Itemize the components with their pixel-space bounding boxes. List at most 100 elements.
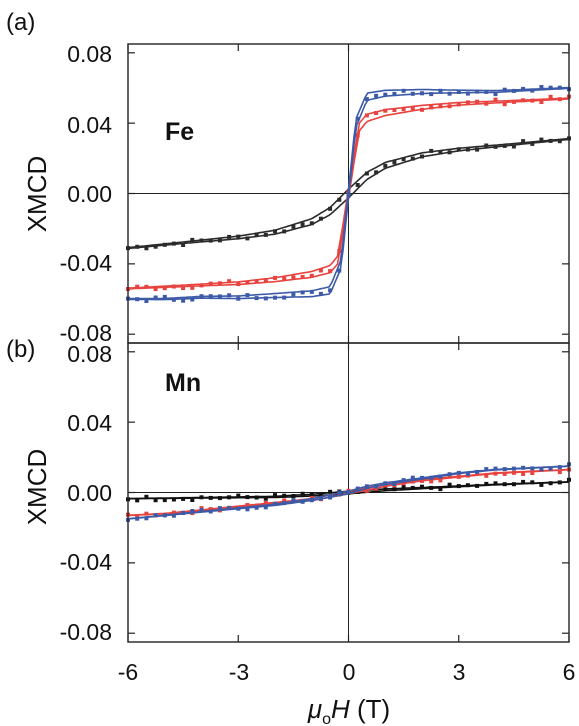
panel-a-series-2-point	[392, 91, 397, 96]
panel-a-series-2-point	[227, 293, 232, 298]
panel-a-series-1-point	[429, 105, 434, 110]
panel-a-ytick-label: 0.08	[67, 41, 112, 67]
panel-a-series-2-point	[190, 297, 195, 302]
panel-a-series-2-point	[254, 296, 259, 301]
panel-a-series-1-point	[438, 104, 443, 109]
panel-b-series-2-point	[135, 516, 140, 521]
panel-a-series-0-point	[438, 150, 443, 155]
panel-b-xtick-label: -3	[229, 659, 249, 685]
panel-b-series-0-point	[539, 482, 544, 487]
panel-a-series-2-point	[374, 93, 379, 98]
panel-b-series-0-point	[236, 493, 241, 498]
panel-a-series-0-point	[254, 232, 259, 237]
panel-b-series-0-point	[484, 481, 489, 486]
panel-b-series-1-point	[171, 510, 176, 515]
panel-a-series-0-point	[511, 144, 516, 149]
panel-a-series-0-point	[475, 147, 480, 152]
panel-a-series-0-point	[493, 144, 498, 149]
panel-a-series-0-point	[144, 246, 149, 251]
panel-b-series-0-point	[429, 485, 434, 490]
panel-b-series-2-point	[181, 511, 186, 515]
panel-b-series-1-point	[511, 470, 516, 475]
panel-b-series-2-point	[548, 466, 553, 471]
panel-a-series-2-point	[337, 268, 342, 273]
panel-a-series-1-point	[190, 285, 195, 290]
panel-a-series-1-point	[328, 269, 333, 274]
panel-b-series-1-point	[245, 503, 250, 507]
panel-a-series-2-point	[135, 297, 140, 302]
panel-b-series-2-point	[447, 472, 452, 477]
panel-a-series-1-point	[521, 98, 526, 103]
panel-a-series-2-point	[456, 90, 461, 94]
panel-a-series-2-point	[465, 91, 470, 96]
panel-b-series-2-point	[502, 467, 507, 472]
panel-a-series-1-point	[465, 100, 470, 105]
panel-b-series-0-point	[208, 495, 213, 500]
panel-a-series-0-point	[328, 206, 333, 211]
panel-b-series-2-point	[217, 506, 222, 511]
panel-a-series-1-point	[420, 107, 424, 112]
panel-b-series-0-point	[153, 498, 158, 503]
panel-a-series-1-point	[245, 280, 250, 285]
panel-b-series-0-point	[291, 494, 296, 498]
panel-b-series-2-point	[392, 482, 397, 486]
panel-b-series-1-point	[447, 474, 452, 479]
x-axis-mu: μ	[307, 694, 322, 724]
panel-b-series-1-point	[383, 483, 388, 488]
panel-a-series-1-point	[374, 111, 379, 115]
panel-b-ytick-label: -0.04	[60, 549, 113, 575]
panel-b-series-0-point	[502, 482, 507, 487]
panel-a-series-2-point	[557, 85, 562, 90]
panel-b-series-0-point	[456, 484, 461, 489]
panel-b-series-1-point	[410, 479, 415, 484]
panel-b-series-0-point	[548, 481, 553, 486]
panel-a-series-0-point	[273, 229, 277, 234]
panel-a-series-1-point	[199, 283, 204, 288]
panel-b-element-label: Mn	[165, 369, 201, 397]
panel-b-series-0-point	[493, 481, 498, 486]
panel-b-series-1-point	[502, 471, 507, 476]
panel-a-series-1-point	[318, 268, 323, 273]
panel-a-series-1-point	[300, 275, 305, 279]
panel-b-series-1-point	[530, 471, 535, 475]
panel-a-series-2-point	[530, 88, 535, 93]
panel-b-series-2-point	[355, 486, 360, 491]
panel-a-series-2-point	[171, 297, 176, 302]
panel-a-series-1-point	[548, 94, 553, 99]
panel-a-series-1-point	[557, 97, 562, 102]
panel-a-series-0-point	[245, 236, 250, 241]
panel-a-series-1-point	[217, 281, 222, 286]
panel-b-ytick-label: 0.04	[67, 410, 112, 436]
panel-a-series-2-point	[511, 88, 516, 93]
panel-a-series-1-point	[227, 279, 232, 284]
panel-a-series-0-point	[263, 232, 268, 237]
panel-b-series-0-point	[383, 486, 388, 490]
panel-a-series-2-point	[521, 86, 526, 91]
panel-b-series-0-point	[135, 498, 140, 503]
panel-a-series-1-point	[401, 107, 406, 112]
panel-b-series-2-point	[383, 481, 388, 486]
panel-a-series-2-point	[401, 88, 406, 93]
panel-a-series-1-point	[208, 281, 213, 286]
panel-a-series-0-point	[456, 147, 461, 152]
panel-a-series-1-point	[410, 106, 415, 111]
panel-b-xtick-label: 6	[563, 659, 576, 685]
panel-b-series-1-point	[484, 473, 489, 478]
panel-b: (b) Mn XMCD 0.08 0.04 0.00 -0.04 -0.08 -…	[6, 336, 575, 685]
panel-b-series-1-point	[282, 498, 287, 503]
panel-b-frame	[127, 342, 570, 643]
panel-b-series-2-point	[236, 506, 241, 511]
panel-a-series-2-point	[245, 293, 250, 298]
panel-a-series-0-point	[208, 238, 213, 243]
panel-a-ylabel: XMCD	[22, 156, 52, 233]
panel-b-series-1-point	[420, 478, 424, 483]
panel-a-series-1-point	[135, 284, 140, 289]
panel-a-series-2-point	[484, 89, 489, 94]
panel-b-series-1-point	[521, 471, 526, 476]
panel-a-series-2-point	[438, 88, 443, 93]
panel-a-series-1-point	[153, 287, 158, 292]
panel-a-series-2-point	[383, 92, 388, 97]
panel-a-series-1-point	[337, 249, 342, 253]
panel-a-series-2-point	[300, 290, 305, 295]
panel-b-series-0-point	[227, 495, 232, 500]
